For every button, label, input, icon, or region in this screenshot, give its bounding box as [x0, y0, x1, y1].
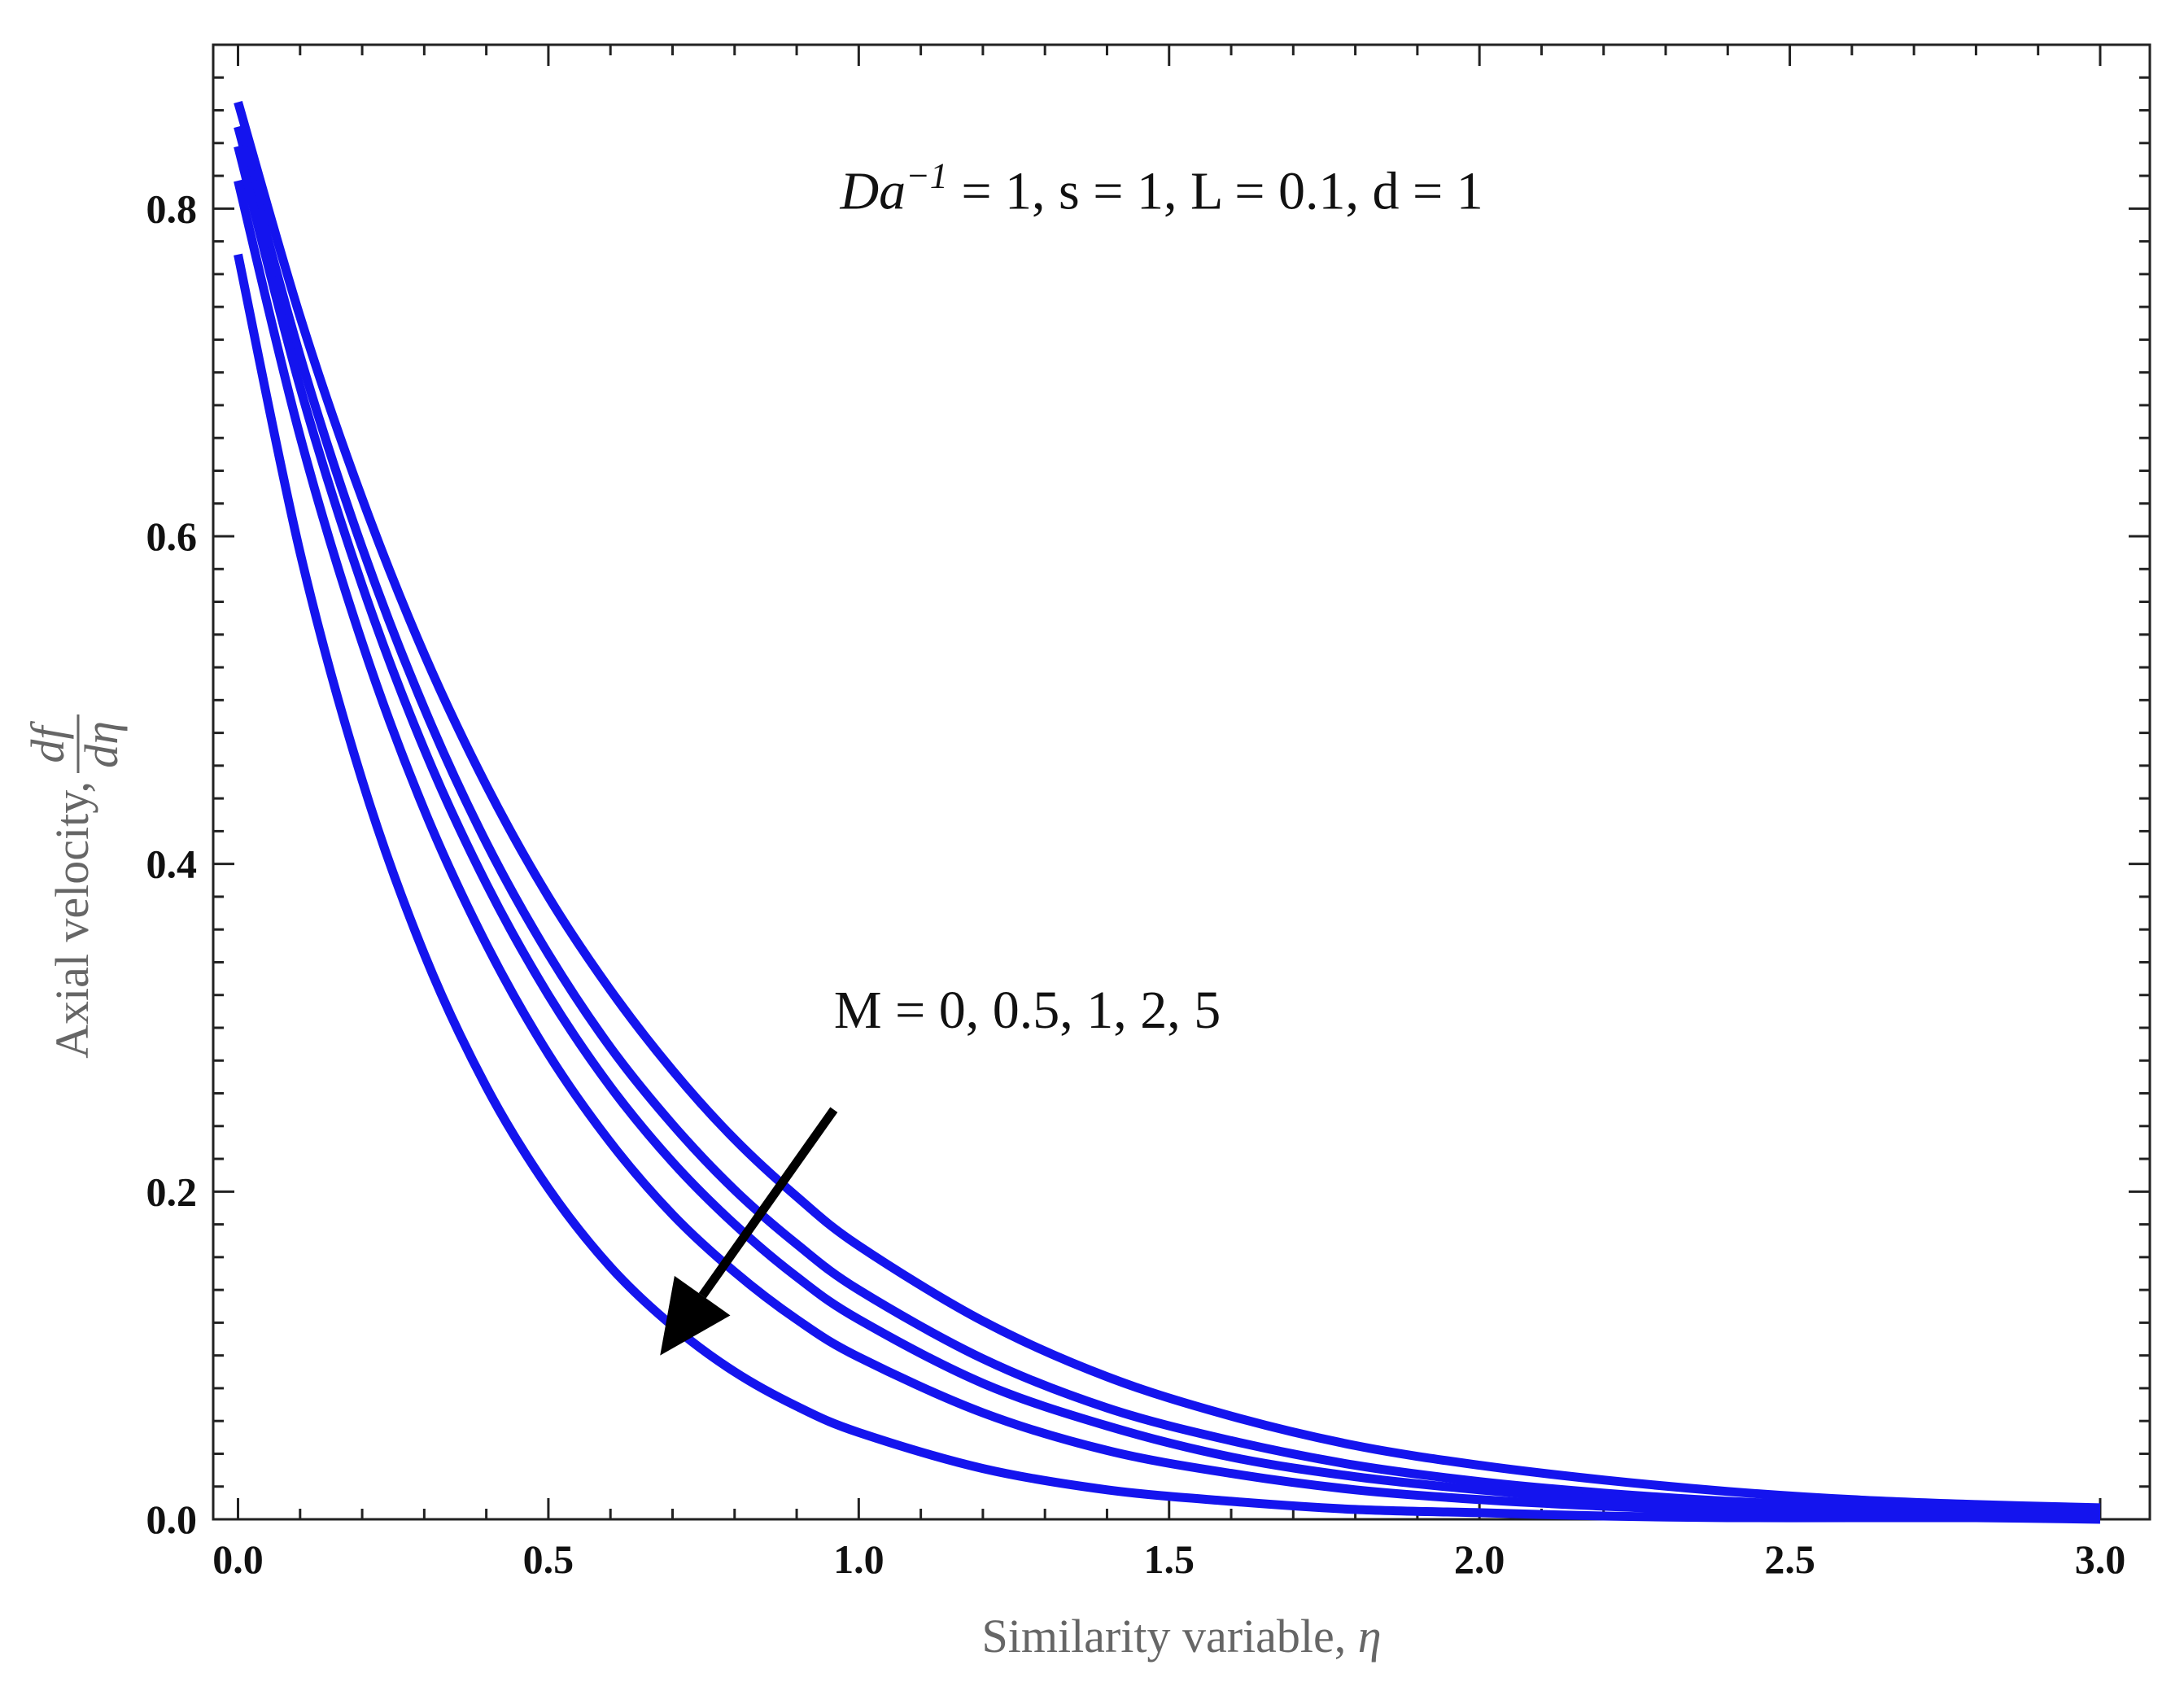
y-axis-title: Axial velocity, df dη — [21, 714, 128, 1059]
y-tick-label: 0.2 — [146, 1169, 198, 1214]
params-prefix: Da — [839, 161, 906, 221]
x-tick-label: 2.5 — [1764, 1536, 1815, 1582]
curve-series-2 — [234, 125, 2101, 1518]
curve-series-4 — [234, 179, 2101, 1521]
parameters-annotation: Da−1 = 1, s = 1, L = 0.1, d = 1 — [839, 155, 1483, 221]
x-axis-title: Similarity variable, η — [981, 1610, 1381, 1663]
params-superscript: −1 — [906, 155, 948, 195]
params-rest: = 1, s = 1, L = 0.1, d = 1 — [948, 161, 1483, 221]
curve-series-5 — [234, 253, 2101, 1524]
x-tick-label: 0.5 — [523, 1536, 574, 1582]
y-tick-label: 0.8 — [146, 186, 198, 231]
plot-frame — [212, 43, 2151, 1521]
annotation-arrow — [660, 1107, 838, 1356]
x-axis-title-symbol: η — [1358, 1610, 1382, 1663]
y-tick-label: 0.4 — [146, 841, 198, 887]
arrow-shaft — [698, 1107, 838, 1299]
x-tick-label: 2.0 — [1454, 1536, 1505, 1582]
y-axis-frac-denominator: dη — [75, 721, 128, 768]
y-tick-label: 0.0 — [146, 1497, 198, 1542]
axis-ticks — [213, 43, 2150, 1521]
axis-tick-labels: 0.0 0.5 1.0 1.5 2.0 2.5 3.0 0.0 0.2 0.4 0.6 0.8 — [146, 186, 2126, 1582]
x-tick-label: 3.0 — [2075, 1536, 2126, 1582]
x-tick-label: 1.5 — [1143, 1536, 1195, 1582]
x-tick-label: 0.0 — [212, 1536, 264, 1582]
x-tick-label: 1.0 — [833, 1536, 885, 1582]
curve-series-1 — [234, 100, 2101, 1513]
arrow-head — [660, 1275, 731, 1356]
y-tick-label: 0.6 — [146, 513, 198, 559]
x-axis-title-text: Similarity variable, — [981, 1610, 1357, 1663]
y-axis-frac-numerator: df — [21, 721, 74, 763]
m-values-annotation: M = 0, 0.5, 1, 2, 5 — [834, 981, 1221, 1040]
curve-series-3 — [234, 145, 2101, 1519]
y-axis-title-text: Axial velocity, — [46, 781, 98, 1059]
curves — [234, 100, 2101, 1524]
